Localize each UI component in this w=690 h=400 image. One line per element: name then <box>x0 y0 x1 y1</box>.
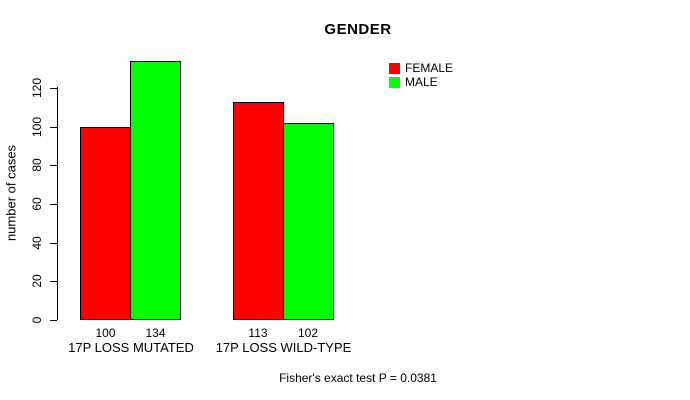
legend-item-female: FEMALE <box>389 61 454 75</box>
bar-value-label: 134 <box>145 326 166 340</box>
bar-value-label: 100 <box>95 326 116 340</box>
y-tick-label: 0 <box>30 316 44 324</box>
y-tick <box>50 320 57 321</box>
y-tick <box>50 281 57 282</box>
bar-value-label: 102 <box>297 326 319 340</box>
category-label: 17P LOSS MUTATED <box>68 340 194 355</box>
male-color-swatch <box>389 76 400 88</box>
y-axis-line <box>57 87 58 320</box>
y-tick-label: 80 <box>30 158 44 172</box>
legend-label-male: MALE <box>405 75 438 89</box>
female-color-swatch <box>389 62 400 74</box>
y-tick <box>50 243 57 244</box>
bar-male-group-0 <box>130 61 181 320</box>
chart-title: GENDER <box>324 21 392 38</box>
y-tick <box>50 165 57 166</box>
y-tick-label: 100 <box>30 116 44 138</box>
y-tick <box>50 88 57 89</box>
bar-female-group-1 <box>232 102 284 320</box>
bar-value-label: 113 <box>248 326 268 340</box>
annotation-text: Fisher's exact test P = 0.0381 <box>279 371 437 385</box>
y-axis-title: number of cases <box>3 144 19 242</box>
y-tick-label: 60 <box>30 197 44 211</box>
bar-female-group-0 <box>80 127 131 320</box>
category-label: 17P LOSS WILD-TYPE <box>215 340 352 355</box>
legend-label-female: FEMALE <box>405 61 454 75</box>
y-tick-label: 120 <box>30 77 44 99</box>
legend: FEMALE MALE <box>389 61 454 90</box>
y-tick <box>50 204 57 205</box>
y-tick-label: 20 <box>30 274 44 288</box>
y-tick <box>50 127 57 128</box>
bar-male-group-1 <box>282 123 334 320</box>
legend-item-male: MALE <box>389 75 453 89</box>
y-tick-label: 40 <box>30 236 44 250</box>
